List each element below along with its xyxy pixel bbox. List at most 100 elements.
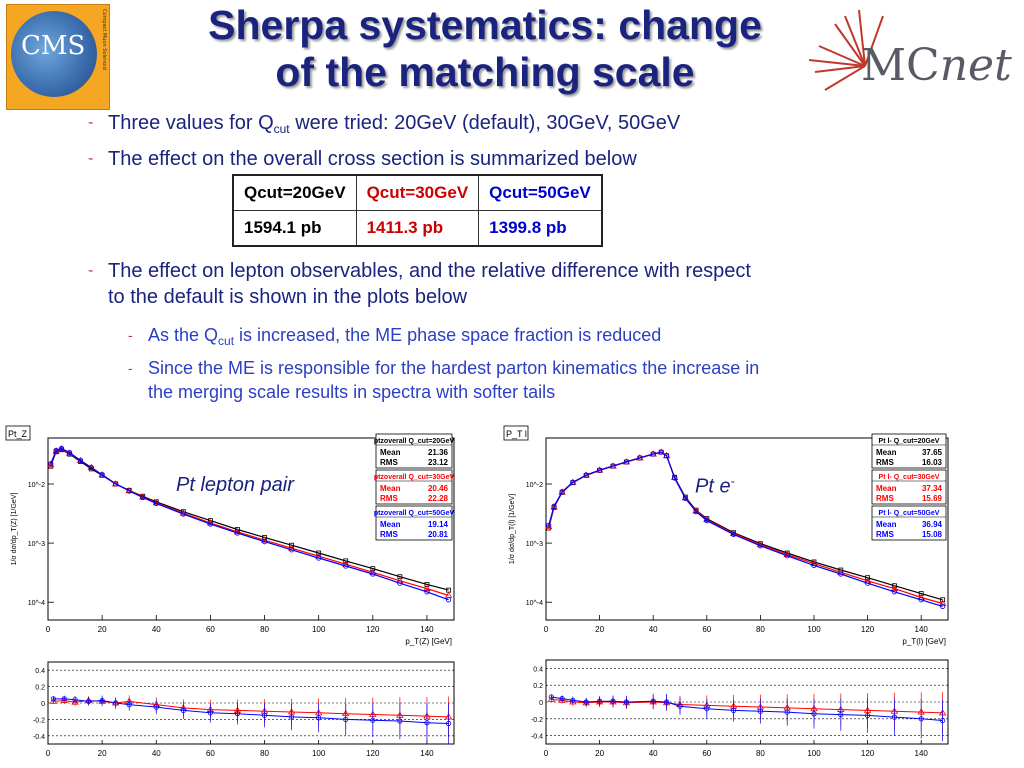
ratio-point — [113, 700, 119, 706]
data-point — [940, 597, 946, 603]
ratio-point — [811, 711, 817, 717]
data-point — [550, 503, 558, 510]
plot-label-right-sup: - — [730, 474, 735, 488]
table-header-cell: Qcut=30GeV — [355, 174, 480, 211]
data-point — [918, 597, 924, 603]
x-tick-label: 40 — [152, 625, 161, 634]
data-point — [544, 522, 553, 530]
x-tick-label: 60 — [206, 749, 215, 758]
stats-box — [375, 469, 453, 505]
x-tick-label: 140 — [915, 625, 929, 634]
sub-bullet-dash: - — [128, 360, 133, 376]
data-point — [570, 479, 576, 485]
x-tick-label: 80 — [756, 749, 765, 758]
stats-mean-label: Mean — [380, 520, 401, 529]
sub-bullet-1: - As the Qcut is increased, the ME phase… — [128, 323, 988, 353]
x-tick-label: 80 — [260, 625, 269, 634]
x-tick-label: 80 — [260, 749, 269, 758]
ratio-point — [61, 696, 67, 702]
plot-label-right: Pt e- — [695, 474, 735, 499]
data-point — [637, 455, 643, 461]
stats-mean-value: 36.94 — [922, 520, 943, 529]
sub-bullet-dash: - — [128, 327, 133, 343]
ratio-point — [731, 707, 737, 714]
chart-pt-lepton-pair: Pt_Z 0 20 40 60 80 100 120 140 p_T(Z) [GeV] 10^-2 1… — [5, 425, 455, 646]
data-point — [288, 547, 295, 553]
stats-title: ptzoverall Q_cut=20GeV — [374, 438, 455, 445]
ratio-point — [234, 711, 241, 717]
data-point — [623, 459, 630, 465]
data-point — [48, 461, 54, 467]
title-line-1: Sherpa systematics: change — [208, 2, 762, 48]
data-point — [47, 461, 55, 468]
stats-box — [871, 469, 947, 505]
bullet-2: - The effect on the overall cross sectio… — [88, 146, 988, 172]
stats-box — [871, 505, 947, 541]
stats-mean-label: Mean — [380, 484, 401, 493]
data-point — [234, 530, 241, 536]
mcnet-starburst-icon — [808, 9, 884, 91]
stats-box — [375, 505, 453, 541]
series-line-2 — [50, 447, 449, 601]
bullet-3: - The effect on lepton observables, and … — [88, 258, 988, 310]
x-tick-label: 100 — [312, 625, 326, 634]
data-point — [940, 603, 946, 609]
data-point — [397, 574, 403, 580]
corner-label-box — [5, 425, 31, 441]
y-tick-label: 0.2 — [533, 683, 543, 690]
cms-logo-text: CMS — [21, 31, 86, 61]
cms-logo: CMS Compact Muon Solenoid — [6, 4, 110, 110]
stats-rms-label: RMS — [876, 530, 894, 539]
data-point — [784, 553, 790, 559]
ratio-point — [153, 704, 159, 710]
x-tick-label: 140 — [420, 749, 434, 758]
data-point — [546, 522, 552, 528]
y-tick-label: 0 — [41, 701, 45, 708]
cms-logo-subtext: Compact Muon Solenoid — [101, 9, 107, 70]
stats-rms-value: 15.08 — [922, 530, 943, 539]
data-point — [180, 511, 186, 517]
ratio-point — [650, 698, 656, 704]
ratio-point — [99, 697, 105, 704]
y-tick-label: -0.2 — [531, 717, 543, 724]
x-axis-label: p_T(l) [GeV] — [902, 637, 946, 646]
stats-rms-value: 15.69 — [922, 494, 943, 503]
x-tick-label: 40 — [649, 625, 658, 634]
data-point — [865, 575, 871, 581]
corner-label: P_T l — [506, 429, 527, 439]
data-point — [424, 582, 430, 587]
ratio-point — [559, 696, 565, 702]
data-point — [890, 584, 899, 591]
stats-mean-label: Mean — [876, 448, 897, 457]
stats-mean-label: Mean — [876, 484, 897, 493]
data-point — [370, 571, 376, 577]
stats-mean-value: 20.46 — [428, 484, 449, 493]
mcnet-net: net — [939, 40, 1012, 91]
ratio-point — [940, 717, 946, 724]
data-point — [650, 451, 656, 457]
stats-rms-label: RMS — [380, 530, 398, 539]
ratio-point — [261, 712, 268, 718]
ratio-point — [316, 715, 322, 721]
sub-bullet-2: - Since the ME is responsible for the ha… — [128, 356, 988, 404]
data-point — [397, 580, 403, 586]
y-tick-label: 10^-4 — [526, 600, 543, 607]
y-tick-label: 10^-2 — [28, 482, 45, 489]
data-point — [445, 597, 452, 603]
mcnet-logo-text: MCnet — [861, 40, 1012, 91]
corner-label-box — [503, 425, 529, 441]
stats-title: ptzoverall Q_cut=50GeV — [374, 510, 455, 517]
stats-title: Pt l- Q_cut=20GeV — [879, 438, 940, 445]
data-point — [757, 543, 763, 549]
x-tick-label: 120 — [861, 625, 875, 634]
x-tick-label: 100 — [807, 749, 821, 758]
chart-pt-electron: P_T l 0 20 40 60 80 100 120 140 p_T(l) [GeV] 10^-2… — [503, 425, 949, 646]
mcnet-logo: MCnet — [805, 6, 1020, 102]
ratio-point — [570, 697, 576, 703]
ratio-point — [424, 720, 430, 726]
sub-bullet-1-sub: cut — [218, 334, 235, 348]
x-tick-label: 80 — [756, 625, 765, 634]
ratio-point — [918, 716, 924, 722]
data-point — [67, 449, 73, 456]
stats-mean-value: 19.14 — [428, 520, 449, 529]
